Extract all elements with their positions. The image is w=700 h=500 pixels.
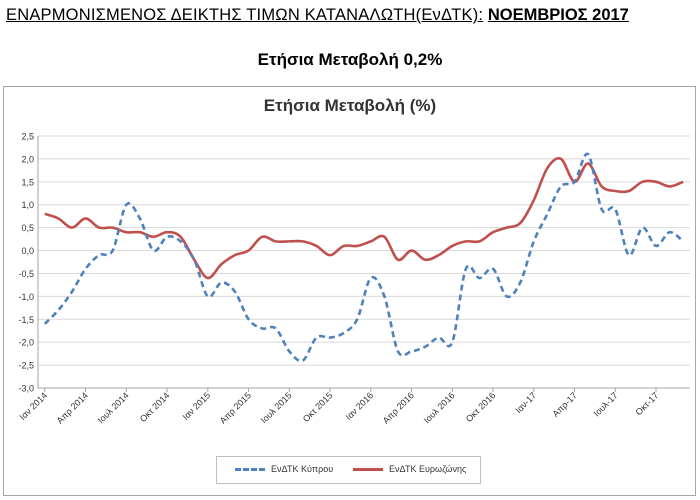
y-tick-label: -1,5 bbox=[18, 315, 34, 325]
y-tick-label: -1,0 bbox=[18, 292, 34, 302]
y-tick-label: 1,0 bbox=[21, 200, 34, 210]
y-tick-label: -0,5 bbox=[18, 269, 34, 279]
x-tick-label: Απρ 2014 bbox=[55, 390, 90, 425]
annual-change-subtitle: Ετήσια Μεταβολή 0,2% bbox=[257, 50, 443, 69]
y-tick-label: 1,5 bbox=[21, 177, 34, 187]
x-tick-label: Ιαν 2014 bbox=[18, 390, 50, 422]
chart-frame bbox=[3, 86, 696, 496]
x-tick-label: Ιουλ 2016 bbox=[422, 390, 457, 425]
x-tick-label: Οκτ 2015 bbox=[301, 390, 335, 424]
y-tick-label: 0,5 bbox=[21, 223, 34, 233]
x-tick-label: Ιαν-17 bbox=[513, 390, 538, 415]
page-header: ΕΝΑΡΜΟΝΙΣΜΕΝΟΣ ΔΕΙΚΤΗΣ ΤΙΜΩΝ ΚΑΤΑΝΑΛΩΤΗ(… bbox=[6, 6, 629, 25]
y-tick-label: -2,5 bbox=[18, 361, 34, 371]
x-tick-label: Ιαν 2015 bbox=[181, 390, 213, 422]
y-tick-label: 2,5 bbox=[21, 132, 34, 142]
chart-title: Ετήσια Μεταβολή (%) bbox=[263, 96, 437, 115]
x-tick-label: Απρ 2016 bbox=[381, 390, 416, 425]
x-tick-label: Οκτ 2016 bbox=[464, 390, 498, 424]
legend-item-cyprus: ΕνΔΤΚ Κύπρου bbox=[235, 464, 333, 474]
page-title-date: ΝΟΕΜΒΡΙΟΣ 2017 bbox=[487, 6, 629, 24]
x-tick-label: Ιουλ-17 bbox=[591, 390, 619, 418]
x-tick-label: Ιαν 2016 bbox=[344, 390, 376, 422]
x-tick-label: Ιουλ 2014 bbox=[96, 390, 131, 425]
x-tick-label: Απρ-17 bbox=[550, 390, 579, 419]
legend-label-cyprus: ΕνΔΤΚ Κύπρου bbox=[271, 464, 334, 474]
legend-label-eurozone: ΕνΔΤΚ Ευρωζώνης bbox=[389, 464, 467, 474]
legend-item-eurozone: ΕνΔΤΚ Ευρωζώνης bbox=[353, 464, 466, 474]
legend-swatch-eurozone bbox=[353, 467, 383, 471]
x-tick-label: Απρ 2015 bbox=[218, 390, 253, 425]
y-tick-label: 2,0 bbox=[21, 154, 34, 164]
series-line-cyprus bbox=[43, 152, 685, 363]
x-tick-label: Οκτ-17 bbox=[634, 390, 661, 417]
x-tick-label: Οκτ 2014 bbox=[138, 390, 172, 424]
legend-swatch-cyprus bbox=[235, 467, 265, 471]
x-tick-label: Ιουλ 2015 bbox=[259, 390, 294, 425]
chart-legend: ΕνΔΤΚ Κύπρου ΕνΔΤΚ Ευρωζώνης bbox=[216, 456, 481, 484]
page-title: ΕΝΑΡΜΟΝΙΣΜΕΝΟΣ ΔΕΙΚΤΗΣ ΤΙΜΩΝ ΚΑΤΑΝΑΛΩΤΗ(… bbox=[6, 6, 484, 24]
y-tick-label: 0,0 bbox=[21, 246, 34, 256]
y-tick-label: -2,0 bbox=[18, 338, 34, 348]
y-tick-label: -3,0 bbox=[18, 384, 34, 394]
